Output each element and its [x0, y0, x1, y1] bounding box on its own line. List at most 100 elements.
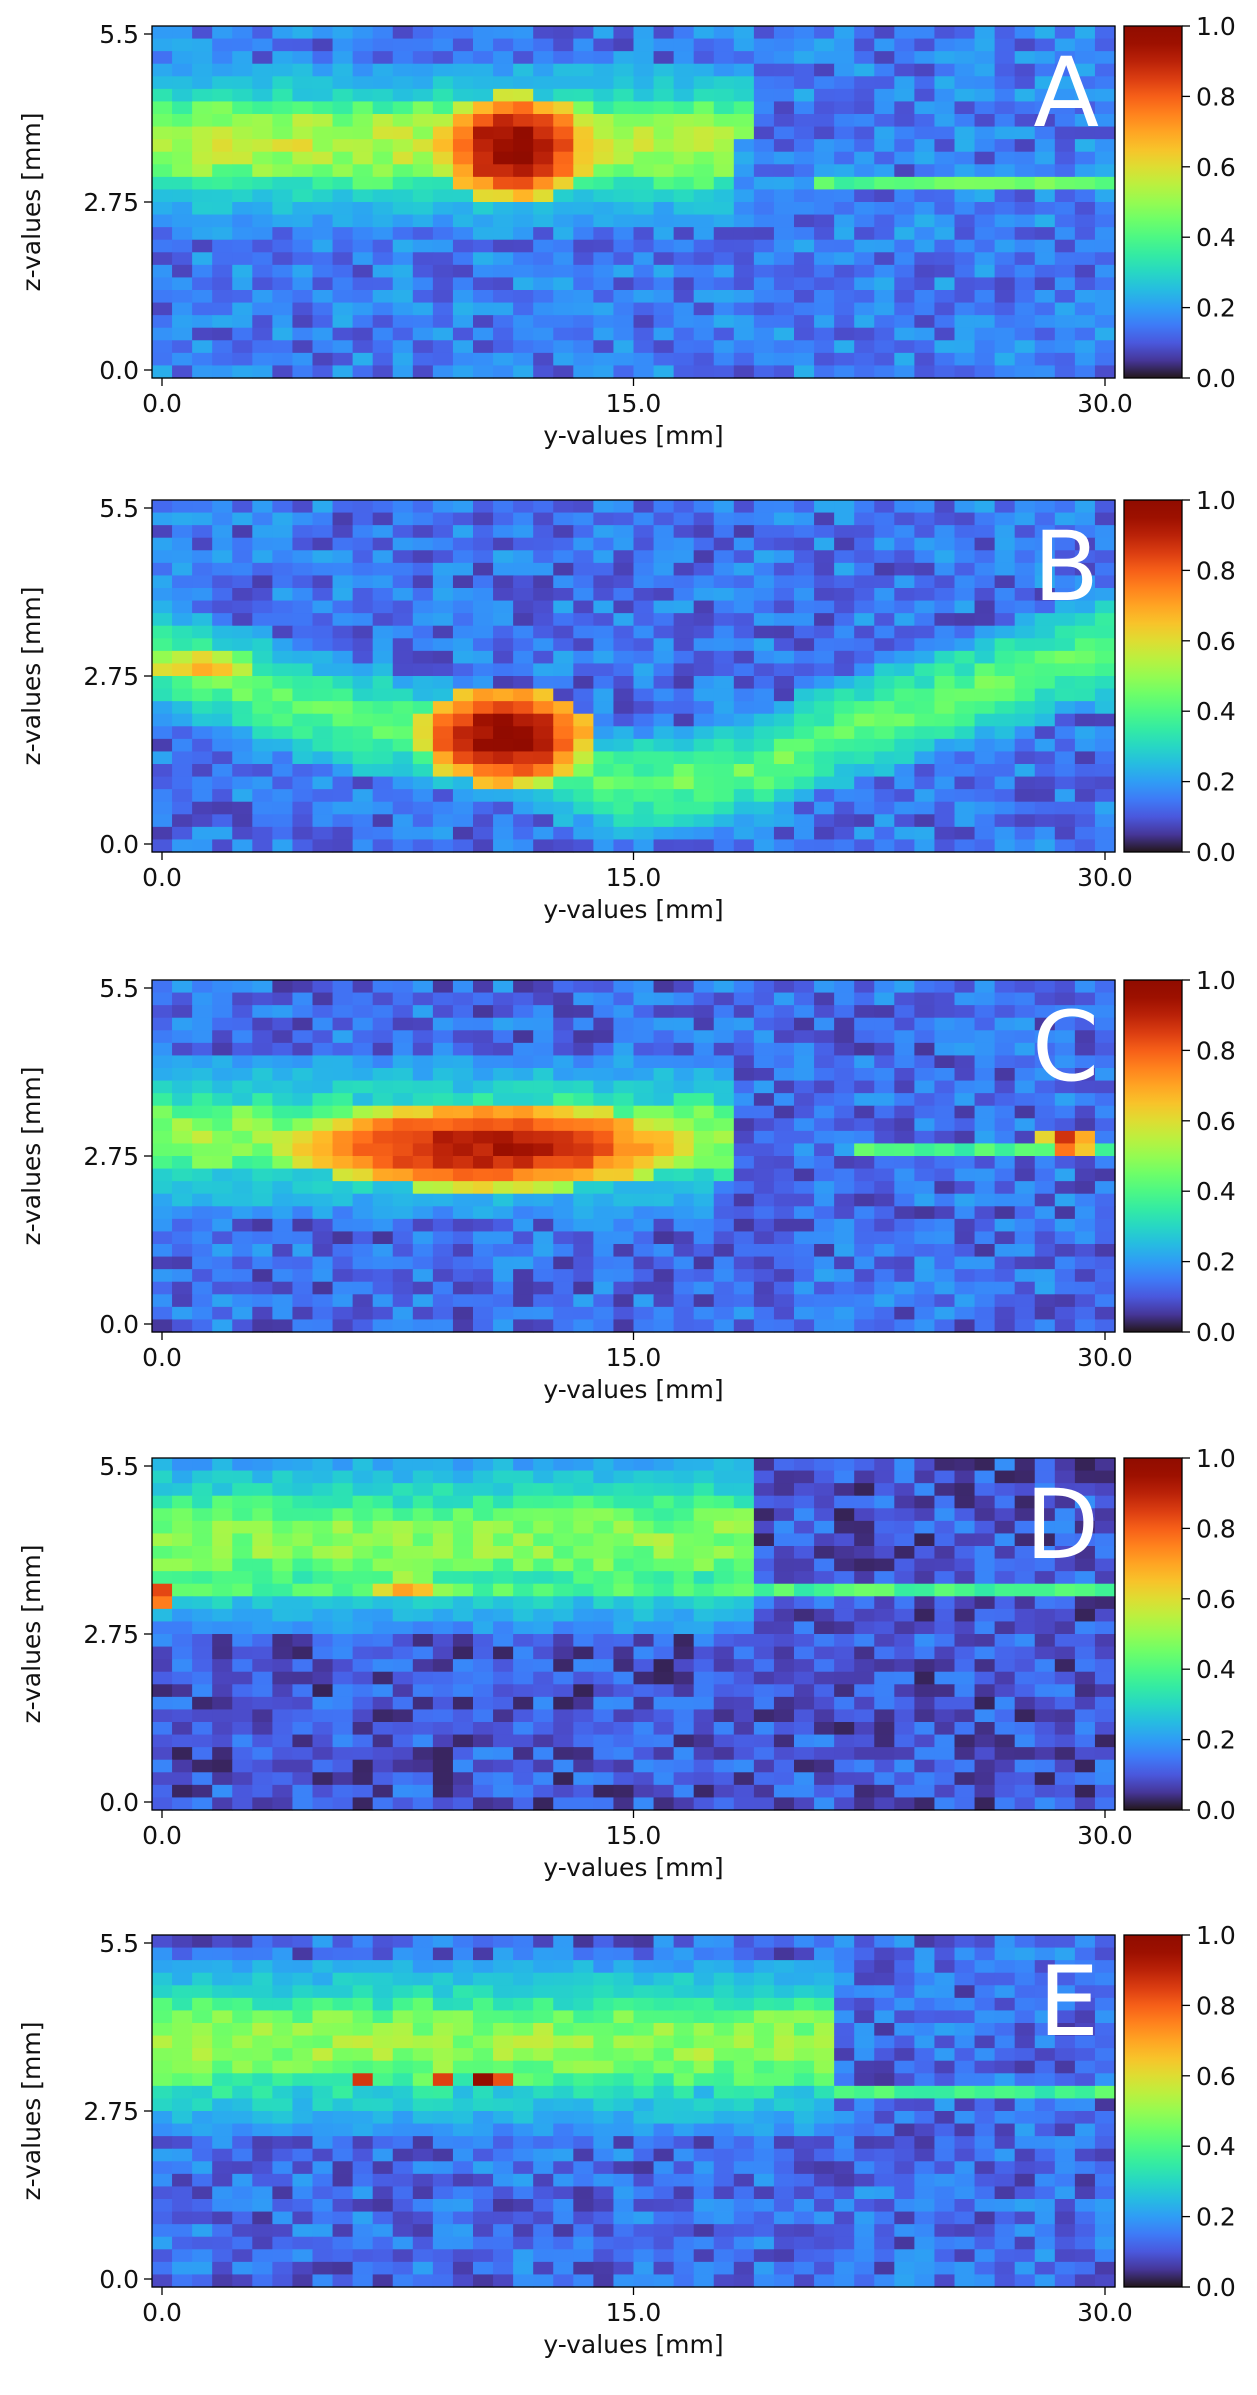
- heatmap-cell: [593, 1030, 615, 1044]
- heatmap-cell: [513, 1571, 534, 1585]
- heatmap-cell: [1034, 1621, 1056, 1635]
- heatmap-cell: [794, 1017, 815, 1031]
- heatmap-cell: [432, 1143, 454, 1157]
- heatmap-cell: [974, 1256, 996, 1270]
- heatmap-cell: [292, 1206, 314, 1220]
- heatmap-cell: [653, 1306, 675, 1321]
- heatmap-cell: [954, 1168, 976, 1182]
- heatmap-cell: [1014, 277, 1036, 291]
- heatmap-cell: [232, 114, 253, 128]
- heatmap-cell: [332, 1495, 354, 1509]
- heatmap-cell: [633, 789, 655, 803]
- heatmap-cell: [653, 525, 675, 539]
- heatmap-cell: [613, 101, 635, 115]
- heatmap-cell: [412, 1030, 434, 1044]
- heatmap-cell: [854, 1671, 875, 1685]
- heatmap-cell: [814, 1546, 835, 1560]
- heatmap-cell: [874, 650, 895, 665]
- heatmap-cell: [212, 1621, 233, 1635]
- heatmap-cell: [232, 738, 253, 753]
- heatmap-cell: [773, 1218, 795, 1233]
- heatmap-cell: [432, 63, 454, 77]
- heatmap-cell: [974, 713, 996, 727]
- heatmap-cell: [713, 650, 735, 665]
- heatmap-cell: [533, 663, 554, 677]
- heatmap-cell: [753, 1206, 775, 1220]
- heatmap-cell: [513, 1520, 534, 1535]
- heatmap-cell: [473, 789, 494, 803]
- heatmap-cell: [974, 1470, 996, 1484]
- heatmap-cell: [432, 277, 454, 291]
- heatmap-cell: [352, 801, 374, 815]
- heatmap-cell: [794, 1621, 815, 1635]
- heatmap-cell: [1074, 88, 1096, 103]
- heatmap-cell: [493, 1483, 514, 1497]
- heatmap-cell: [954, 1470, 976, 1484]
- heatmap-cell: [192, 1231, 213, 1245]
- heatmap-cell: [673, 1294, 695, 1308]
- heatmap-cell: [432, 227, 454, 241]
- heatmap-cell: [312, 550, 334, 564]
- heatmap-cell: [232, 151, 253, 165]
- heatmap-cell: [352, 101, 374, 115]
- heatmap-cell: [693, 290, 715, 304]
- heatmap-cell: [412, 252, 434, 266]
- heatmap-cell: [633, 1105, 655, 1119]
- heatmap-cell: [573, 1055, 594, 1069]
- heatmap-cell: [493, 1520, 514, 1535]
- heatmap-cell: [352, 650, 374, 665]
- heatmap-cell: [192, 588, 213, 602]
- heatmap-cell: [573, 550, 594, 564]
- heatmap-cell: [1034, 51, 1056, 65]
- heatmap-cell: [1054, 701, 1076, 715]
- heatmap-cell: [352, 588, 374, 602]
- heatmap-cell: [292, 302, 314, 316]
- heatmap-cell: [753, 992, 775, 1006]
- heatmap-cell: [713, 512, 735, 526]
- heatmap-cell: [292, 1546, 314, 1560]
- heatmap-cell: [352, 1143, 374, 1157]
- heatmap-cell: [894, 1042, 915, 1057]
- heatmap-cell: [814, 340, 835, 354]
- heatmap-cell: [372, 176, 394, 191]
- heatmap-cell: [974, 613, 996, 627]
- heatmap-cell: [613, 151, 635, 165]
- heatmap-cell: [312, 1281, 334, 1295]
- heatmap-cell: [914, 801, 936, 815]
- heatmap-cell: [974, 76, 996, 90]
- heatmap-cell: [232, 1143, 253, 1157]
- heatmap-cell: [1014, 1206, 1036, 1220]
- heatmap-cell: [854, 365, 875, 379]
- heatmap-cell: [412, 638, 434, 652]
- heatmap-cell: [713, 1596, 735, 1610]
- heatmap-cell: [432, 151, 454, 165]
- heatmap-cell: [292, 1055, 314, 1069]
- heatmap-cell: [493, 365, 514, 379]
- heatmap-cell: [352, 764, 374, 778]
- heatmap-cell: [753, 1118, 775, 1132]
- heatmap-cell: [553, 1068, 574, 1082]
- heatmap-cell: [1054, 88, 1076, 103]
- heatmap-cell: [152, 1495, 173, 1509]
- heatmap-cell: [473, 1042, 494, 1057]
- heatmap-cell: [412, 1508, 434, 1522]
- heatmap-cell: [934, 1483, 956, 1497]
- heatmap-cell: [1014, 512, 1036, 526]
- heatmap-cell: [1014, 1181, 1036, 1195]
- heatmap-cell: [854, 26, 875, 40]
- heatmap-cell: [914, 290, 936, 304]
- heatmap-cell: [733, 1621, 755, 1635]
- heatmap-cell: [452, 1558, 474, 1572]
- heatmap-cell: [633, 980, 655, 994]
- heatmap-cell: [352, 738, 374, 753]
- heatmap-cell: [834, 751, 855, 765]
- heatmap-cell: [573, 1017, 594, 1031]
- heatmap-cell: [633, 1483, 655, 1497]
- heatmap-cell: [693, 139, 715, 153]
- heatmap-cell: [1034, 1571, 1056, 1585]
- heatmap-cell: [954, 1294, 976, 1308]
- heatmap-cell: [332, 992, 354, 1006]
- heatmap-cell: [412, 1130, 434, 1145]
- heatmap-cell: [934, 512, 956, 526]
- heatmap-cell: [533, 638, 554, 652]
